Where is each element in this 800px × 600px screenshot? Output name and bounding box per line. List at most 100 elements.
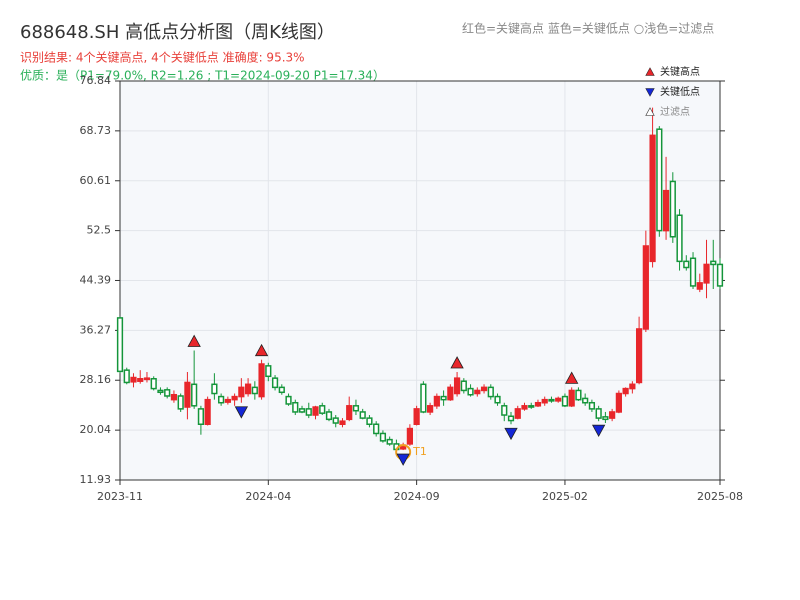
candle-body <box>197 408 205 425</box>
key-low-marker <box>234 406 249 419</box>
candle-body <box>433 395 440 407</box>
y-tick-label: 28.16 <box>80 373 112 386</box>
candle-body <box>575 389 582 401</box>
candle-body <box>191 383 198 407</box>
x-tick-label: 2023-11 <box>97 490 143 503</box>
candle-body <box>710 260 717 266</box>
candle-body <box>184 381 191 408</box>
candle-body <box>555 397 562 402</box>
candle-body <box>130 376 137 383</box>
candle-body <box>164 389 171 397</box>
candle-body <box>528 405 535 408</box>
key-low-marker <box>396 453 410 466</box>
candle-body <box>386 438 393 445</box>
candle-body <box>588 401 596 410</box>
legend-swatch <box>645 107 655 116</box>
y-tick-label: 44.39 <box>80 273 112 286</box>
candle-body <box>116 317 124 373</box>
candle-body <box>305 408 312 416</box>
candle-body <box>244 383 252 395</box>
candle-body <box>420 383 427 413</box>
candle-body <box>534 401 542 407</box>
candle-body <box>251 386 258 395</box>
candle-body <box>447 386 454 401</box>
candle-body <box>285 395 292 405</box>
candle-body <box>521 405 528 410</box>
candle-body <box>373 423 380 435</box>
candle-body <box>143 377 151 381</box>
candle-body <box>278 386 285 394</box>
candle-body <box>238 386 245 398</box>
legend-label: 关键高点 <box>660 65 700 78</box>
candle-body <box>150 378 157 390</box>
annotation-label: T1 <box>412 445 427 458</box>
candle-body <box>211 383 218 395</box>
y-tick-label: 68.73 <box>80 124 112 137</box>
x-tick-label: 2024-09 <box>394 490 440 503</box>
candle-body <box>258 363 265 398</box>
candle-body <box>339 420 346 425</box>
candle-body <box>474 389 481 395</box>
candle-body <box>582 397 589 404</box>
legend-swatch <box>645 67 655 76</box>
candle-body <box>669 180 676 238</box>
candle-body <box>514 408 521 419</box>
candle-body <box>622 387 629 395</box>
key-high-marker <box>565 371 579 384</box>
candle-body <box>292 401 299 413</box>
y-tick-label: 52.5 <box>87 224 112 237</box>
candle-body <box>352 405 360 412</box>
x-tick-label: 2025-08 <box>697 490 743 503</box>
y-tick-label: 60.61 <box>80 174 112 187</box>
candle-body <box>683 260 690 269</box>
key-high-marker <box>450 356 464 369</box>
candle-body <box>231 395 238 401</box>
candle-body <box>204 398 211 425</box>
x-tick-label: 2024-04 <box>245 490 291 503</box>
candle-body <box>123 369 130 384</box>
candle-body <box>662 189 670 232</box>
candle-body <box>642 245 649 330</box>
candle-body <box>595 408 602 419</box>
candle-body <box>346 405 353 421</box>
candle-body <box>325 411 333 421</box>
candle-body <box>366 417 373 425</box>
candle-body <box>494 395 501 404</box>
legend-label: 关键低点 <box>660 85 700 98</box>
x-tick-label: 2025-02 <box>542 490 588 503</box>
y-tick-label: 76.84 <box>80 74 112 87</box>
candle-body <box>480 386 488 392</box>
candle-body <box>507 415 515 422</box>
candle-body <box>548 398 555 402</box>
key-high-marker <box>254 343 269 357</box>
candle-body <box>157 389 164 394</box>
candle-body <box>487 386 494 398</box>
candle-body <box>170 393 178 401</box>
candle-body <box>703 263 710 284</box>
candle-body <box>332 417 339 424</box>
candle-body <box>561 395 569 407</box>
candle-body <box>689 257 697 287</box>
candle-body <box>676 214 683 263</box>
chart-title: 688648.SH 高低点分析图（周K线图） <box>20 22 335 43</box>
candle-body <box>467 387 474 396</box>
candle-body <box>716 263 724 287</box>
candle-body <box>656 128 663 232</box>
candle-body <box>615 392 622 413</box>
key-low-marker <box>591 424 606 438</box>
candle-body <box>413 408 420 425</box>
legend-label: 过滤点 <box>660 105 690 118</box>
candle-body <box>602 416 609 421</box>
candle-body <box>265 365 272 378</box>
candle-body <box>568 389 575 407</box>
candle-body <box>629 383 636 390</box>
candle-body <box>177 395 184 410</box>
y-tick-label: 20.04 <box>80 423 112 436</box>
y-tick-label: 36.27 <box>80 323 112 336</box>
candle-body <box>609 411 616 419</box>
candle-body <box>501 405 508 416</box>
candle-body <box>319 405 326 414</box>
